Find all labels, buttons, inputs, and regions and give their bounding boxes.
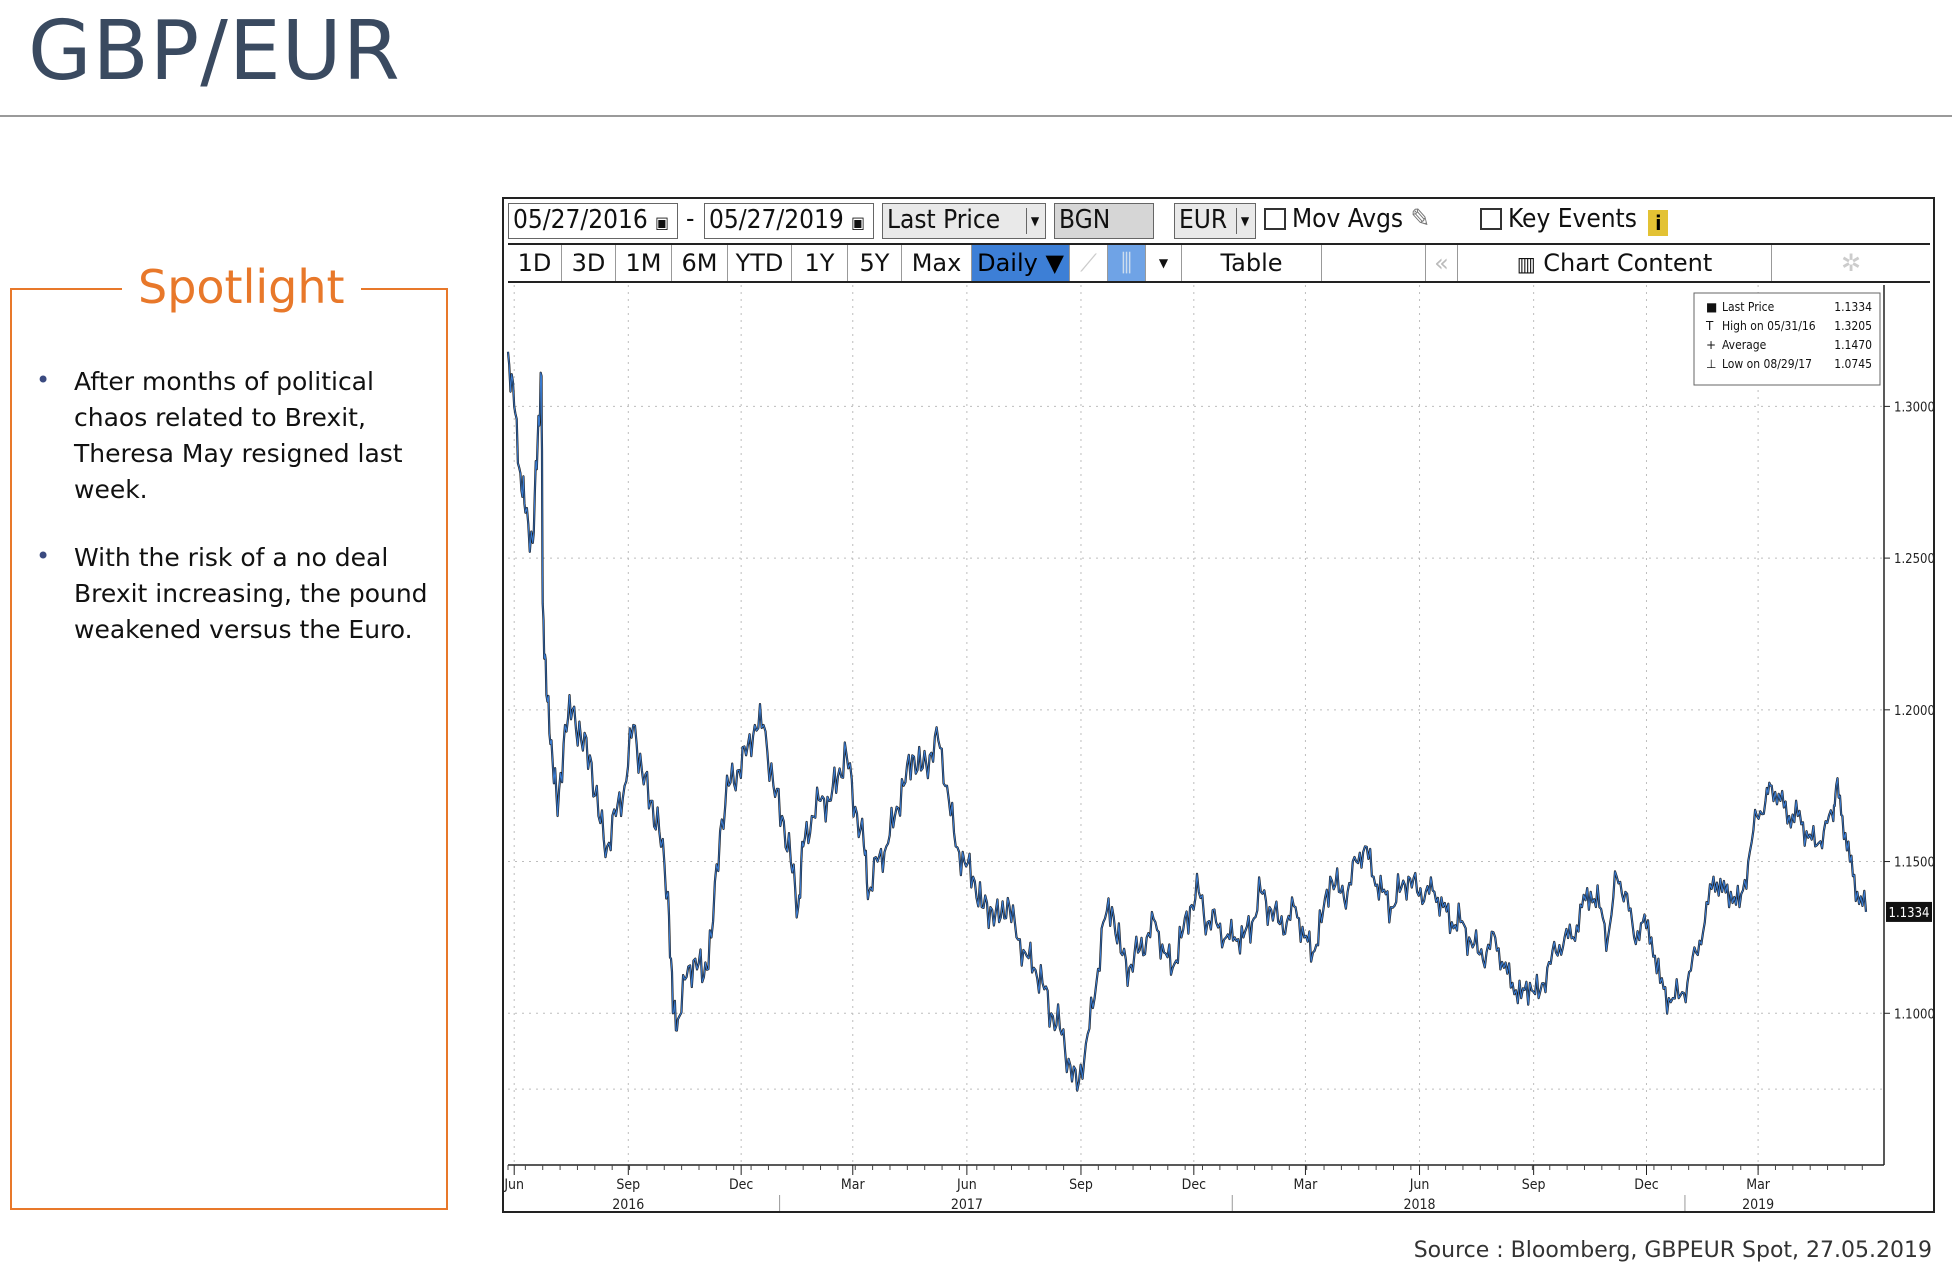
spotlight-panel: Spotlight • After months of political ch…	[10, 260, 448, 1210]
chart-content-button[interactable]: ▥ Chart Content	[1458, 245, 1772, 281]
range-1d-button[interactable]: 1D	[508, 245, 562, 281]
range-3d-button[interactable]: 3D	[562, 245, 616, 281]
legend-box	[1693, 292, 1881, 386]
last-value-label: 1.1334	[1889, 906, 1930, 921]
toolbar-row-2: 1D 3D 1M 6M YTD 1Y 5Y Max Daily ▼ ⟋ ⫼ ▼ …	[508, 243, 1930, 283]
currency-value: EUR	[1179, 205, 1228, 235]
checkbox-icon[interactable]	[1264, 208, 1286, 230]
chart-content-label: Chart Content	[1543, 249, 1713, 277]
series-line-overlay	[507, 351, 1867, 1092]
toolbar-spacer	[1322, 245, 1426, 281]
end-date-field[interactable]: 05/27/2019 ▣	[704, 203, 874, 239]
source-field[interactable]: BGN	[1054, 203, 1154, 239]
frequency-select[interactable]: Daily ▼	[972, 245, 1070, 281]
bullet-icon: •	[36, 542, 51, 570]
page-title: GBP/EUR	[28, 4, 401, 99]
field-value: Last Price	[887, 205, 1001, 235]
y-tick-label: 1.1000	[1894, 1007, 1933, 1022]
legend-value: 1.0745	[1834, 357, 1872, 371]
x-tick-label: Sep	[1069, 1177, 1093, 1193]
line-chart-icon[interactable]: ⟋	[1070, 245, 1108, 281]
range-max-button[interactable]: Max	[902, 245, 972, 281]
bullet-text: After months of political chaos related …	[74, 367, 403, 504]
x-tick-label: Dec	[1634, 1177, 1658, 1193]
x-tick-label: Sep	[616, 1177, 640, 1193]
y-tick-label: 1.1500	[1894, 856, 1933, 871]
collapse-icon[interactable]: «	[1426, 245, 1458, 281]
year-label: 2019	[1742, 1197, 1774, 1211]
key-events-toggle[interactable]: Key Events i	[1480, 203, 1670, 236]
table-button[interactable]: Table	[1182, 245, 1322, 281]
spotlight-title: Spotlight	[122, 260, 361, 314]
pencil-icon[interactable]: ✎	[1410, 204, 1431, 234]
price-chart: 1.3000 1.2500 1.2000 1.1500 1.1000 Jun Sep Dec M…	[504, 285, 1933, 1211]
legend-marker-icon: +	[1706, 338, 1716, 352]
x-tick-label: Dec	[1182, 1177, 1206, 1193]
key-events-label: Key Events	[1508, 204, 1637, 234]
legend-label: Last Price	[1722, 300, 1775, 314]
year-label: 2016	[612, 1197, 644, 1211]
range-5y-button[interactable]: 5Y	[848, 245, 902, 281]
range-6m-button[interactable]: 6M	[672, 245, 728, 281]
x-tick-label: Jun	[504, 1177, 524, 1193]
legend-label: Low on 08/29/17	[1722, 357, 1812, 371]
y-tick-label: 1.2500	[1894, 552, 1933, 567]
info-icon[interactable]: i	[1648, 210, 1669, 236]
source-note: Source : Bloomberg, GBPEUR Spot, 27.05.2…	[1413, 1238, 1932, 1263]
calendar-icon[interactable]: ▣	[851, 213, 865, 232]
dropdown-arrow-icon[interactable]: ▼	[1026, 208, 1043, 234]
settings-gear-icon[interactable]: ✲	[1840, 249, 1862, 277]
x-tick-label: Jun	[956, 1177, 977, 1193]
year-label: 2018	[1404, 1197, 1436, 1211]
checkbox-icon[interactable]	[1480, 208, 1502, 230]
bullet-icon: •	[36, 366, 51, 394]
legend-value: 1.3205	[1834, 319, 1872, 333]
dropdown-arrow-icon[interactable]: ▼	[1236, 208, 1253, 234]
toolbar-row-1: 05/27/2016 ▣ - 05/27/2019 ▣ Last Price ▼…	[508, 203, 1930, 239]
range-1y-button[interactable]: 1Y	[792, 245, 848, 281]
calendar-icon[interactable]: ▣	[655, 213, 669, 232]
y-tick-label: 1.3000	[1894, 400, 1933, 415]
y-tick-label: 1.2000	[1894, 704, 1933, 719]
x-tick-label: Dec	[729, 1177, 753, 1193]
title-divider	[0, 115, 1952, 117]
chart-content-icon: ▥	[1516, 252, 1536, 276]
range-1m-button[interactable]: 1M	[616, 245, 672, 281]
list-item: • After months of political chaos relate…	[30, 364, 440, 508]
date-separator: -	[686, 204, 695, 234]
spotlight-bullets: • After months of political chaos relate…	[30, 364, 440, 680]
legend-marker-icon: T	[1705, 319, 1714, 333]
legend-marker-icon: ⊥	[1706, 357, 1716, 371]
legend-value: 1.1470	[1834, 338, 1872, 352]
x-tick-label: Mar	[1294, 1177, 1319, 1193]
legend-label: High on 05/31/16	[1722, 319, 1816, 333]
bar-chart-icon[interactable]: ⫼	[1108, 245, 1146, 281]
year-label: 2017	[951, 1197, 983, 1211]
currency-select[interactable]: EUR ▼	[1174, 203, 1256, 239]
x-tick-label: Mar	[841, 1177, 866, 1193]
start-date-value: 05/27/2016	[513, 205, 648, 235]
start-date-field[interactable]: 05/27/2016 ▣	[508, 203, 678, 239]
range-ytd-button[interactable]: YTD	[728, 245, 792, 281]
legend-label: Average	[1722, 338, 1767, 352]
mov-avgs-toggle[interactable]: Mov Avgs ✎	[1264, 203, 1434, 235]
chart-type-dropdown-icon[interactable]: ▼	[1146, 245, 1182, 281]
list-item: • With the risk of a no deal Brexit incr…	[30, 540, 440, 648]
bullet-text: With the risk of a no deal Brexit increa…	[74, 543, 428, 644]
legend-marker-icon: ■	[1706, 300, 1717, 314]
legend-value: 1.1334	[1834, 300, 1872, 314]
x-tick-label: Jun	[1409, 1177, 1430, 1193]
field-select[interactable]: Last Price ▼	[882, 203, 1046, 239]
chart-terminal: 05/27/2016 ▣ - 05/27/2019 ▣ Last Price ▼…	[502, 197, 1935, 1213]
x-tick-label: Sep	[1522, 1177, 1546, 1193]
end-date-value: 05/27/2019	[709, 205, 844, 235]
mov-avgs-label: Mov Avgs	[1292, 204, 1404, 234]
last-value-tag	[1886, 901, 1932, 922]
x-tick-label: Mar	[1746, 1177, 1771, 1193]
